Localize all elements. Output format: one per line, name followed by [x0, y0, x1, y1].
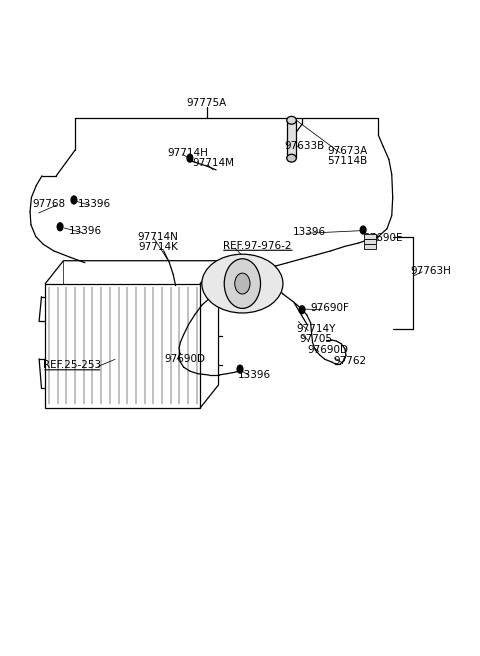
- Circle shape: [237, 365, 243, 373]
- Bar: [287, 120, 296, 158]
- Text: 97690E: 97690E: [363, 233, 403, 243]
- Text: 97705: 97705: [300, 334, 333, 344]
- Text: 13396: 13396: [68, 226, 101, 236]
- Text: 97690F: 97690F: [310, 304, 349, 314]
- Text: 57114B: 57114B: [327, 156, 368, 167]
- Text: 97714K: 97714K: [138, 242, 178, 252]
- Text: 13396: 13396: [238, 370, 271, 380]
- Text: 97690D: 97690D: [308, 345, 349, 355]
- Text: 13396: 13396: [78, 199, 111, 209]
- Circle shape: [360, 226, 366, 234]
- Circle shape: [224, 258, 261, 308]
- Circle shape: [299, 306, 305, 314]
- Text: REF.97-976-2: REF.97-976-2: [223, 241, 292, 251]
- Circle shape: [235, 273, 250, 294]
- Text: 97775A: 97775A: [186, 98, 227, 108]
- Text: 97714Y: 97714Y: [297, 324, 336, 335]
- Text: 97690D: 97690D: [165, 354, 205, 363]
- Circle shape: [57, 223, 63, 231]
- Circle shape: [71, 196, 77, 204]
- Ellipse shape: [287, 116, 296, 124]
- Circle shape: [187, 154, 193, 162]
- Text: 97714H: 97714H: [167, 148, 208, 158]
- Text: 97763H: 97763H: [410, 266, 451, 276]
- Bar: [45, 283, 200, 407]
- Text: 97673A: 97673A: [327, 146, 368, 156]
- Text: 97633B: 97633B: [284, 142, 324, 152]
- Text: 97762: 97762: [333, 356, 366, 365]
- Text: 97714N: 97714N: [137, 232, 179, 241]
- Text: REF.25-253: REF.25-253: [43, 360, 101, 370]
- Bar: [364, 245, 376, 249]
- Text: 13396: 13396: [293, 227, 326, 237]
- Bar: [364, 234, 376, 239]
- Text: 97768: 97768: [33, 199, 66, 209]
- Ellipse shape: [287, 154, 296, 162]
- Text: 97714M: 97714M: [193, 158, 235, 169]
- Ellipse shape: [202, 254, 283, 313]
- Bar: [364, 239, 376, 244]
